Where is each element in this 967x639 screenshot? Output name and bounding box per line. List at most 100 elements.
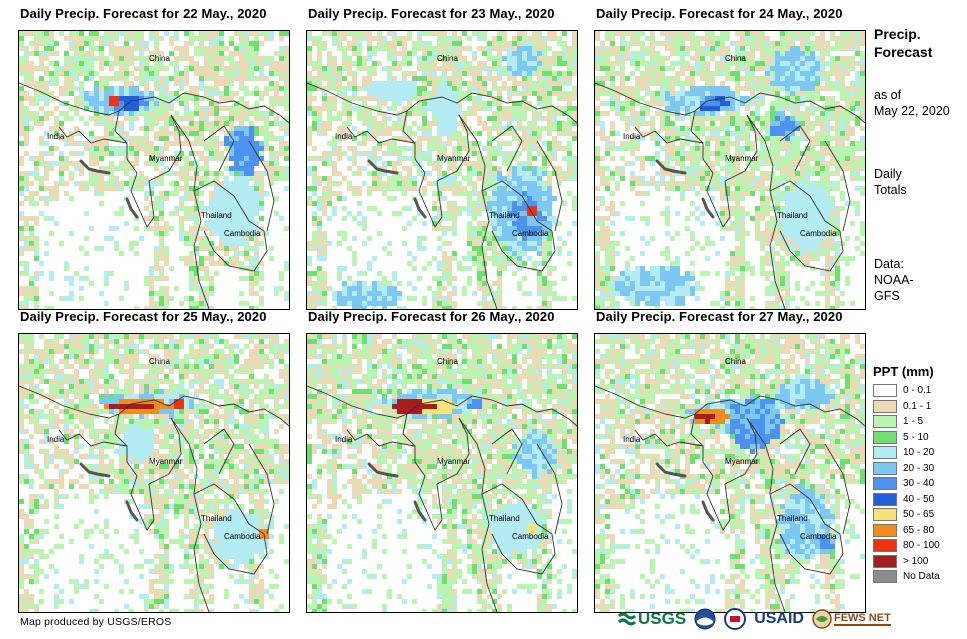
border-line bbox=[346, 126, 416, 144]
legend-label: 65 - 80 bbox=[903, 524, 935, 536]
legend-item: 50 - 65 bbox=[873, 507, 963, 523]
legend-item: 0 - 0.1 bbox=[873, 383, 963, 399]
map-title: Daily Precip. Forecast for 23 May., 2020 bbox=[308, 6, 555, 21]
precip-field: China India Myanmar Thailand Cambodia bbox=[595, 334, 865, 612]
legend-label: 0.1 - 1 bbox=[903, 400, 932, 412]
precip-field: China India Myanmar Thailand Cambodia bbox=[307, 334, 577, 612]
place-label-thailand: Thailand bbox=[777, 514, 808, 523]
border-line bbox=[779, 125, 811, 172]
legend-swatch bbox=[873, 430, 897, 444]
country-borders bbox=[595, 385, 865, 612]
border-line bbox=[458, 417, 498, 612]
place-label-india: India bbox=[47, 132, 65, 141]
usgs-logo: USGS bbox=[618, 609, 686, 629]
map-title: Daily Precip. Forecast for 25 May., 2020 bbox=[20, 309, 267, 324]
border-line bbox=[634, 126, 704, 144]
place-label-myanmar: Myanmar bbox=[437, 154, 471, 163]
border-line bbox=[58, 429, 128, 447]
precip-field: China India Myanmar Thailand Cambodia bbox=[595, 31, 865, 309]
legend-swatch bbox=[873, 384, 897, 398]
precip-grid bbox=[19, 334, 289, 612]
coastline bbox=[655, 462, 715, 522]
as-of-date: May 22, 2020 bbox=[874, 104, 950, 118]
legend-item: 40 - 50 bbox=[873, 492, 963, 508]
daily-totals-info: Daily Totals bbox=[874, 166, 907, 198]
legend-label: 5 - 10 bbox=[903, 431, 929, 443]
border-line bbox=[170, 114, 210, 309]
place-label-cambodia: Cambodia bbox=[224, 229, 261, 238]
map-title: Daily Precip. Forecast for 22 May., 2020 bbox=[20, 6, 267, 21]
usgs-wave-icon bbox=[618, 612, 637, 626]
border-line bbox=[19, 385, 289, 427]
totals-label: Totals bbox=[874, 183, 907, 197]
legend-label: 40 - 50 bbox=[903, 493, 935, 505]
border-line bbox=[114, 413, 155, 531]
border-line bbox=[402, 413, 443, 531]
fewsnet-logo: FEWS NET bbox=[812, 609, 891, 629]
coastline bbox=[367, 159, 427, 219]
border-line bbox=[148, 417, 182, 485]
border-line bbox=[148, 114, 182, 182]
border-line bbox=[481, 180, 556, 272]
map-credit: Map produced by USGS/EROS bbox=[20, 616, 172, 628]
border-line bbox=[595, 82, 865, 124]
usaid-seal-icon bbox=[724, 608, 747, 630]
border-line bbox=[19, 82, 289, 124]
legend-item: 65 - 80 bbox=[873, 523, 963, 539]
noaa-logo-icon bbox=[694, 608, 716, 630]
logo-strip: USGS USAID FEWS NET bbox=[618, 605, 891, 633]
border-line bbox=[346, 429, 416, 447]
legend-label: 20 - 30 bbox=[903, 462, 935, 474]
legend-item: 0.1 - 1 bbox=[873, 399, 963, 415]
border-line bbox=[436, 114, 470, 182]
precip-grid bbox=[595, 31, 865, 309]
usaid-logo-text: USAID bbox=[754, 610, 804, 627]
precip-grid bbox=[307, 31, 577, 309]
legend-item: 30 - 40 bbox=[873, 476, 963, 492]
legend-swatch bbox=[873, 539, 897, 553]
border-line bbox=[248, 140, 275, 232]
place-label-china: China bbox=[437, 357, 458, 366]
precip-field: China India Myanmar Thailand Cambodia bbox=[307, 31, 577, 309]
border-line bbox=[114, 110, 155, 228]
legend-label: 1 - 5 bbox=[903, 416, 924, 428]
data-label: Data: bbox=[874, 257, 904, 271]
usgs-logo-text: USGS bbox=[638, 609, 687, 628]
border-line bbox=[690, 110, 731, 228]
as-of-info: as of May 22, 2020 bbox=[874, 87, 950, 119]
border-line bbox=[458, 114, 498, 309]
legend-title: PPT (mm) bbox=[873, 364, 934, 379]
side-title-line1: Precip. bbox=[874, 26, 921, 42]
border-line bbox=[481, 483, 556, 575]
legend-item: 80 - 100 bbox=[873, 538, 963, 554]
data-source-info: Data: NOAA- GFS bbox=[874, 256, 914, 304]
border-line bbox=[203, 428, 235, 475]
precip-map: China India Myanmar Thailand Cambodia bbox=[18, 333, 290, 613]
fewsnet-logo-text: FEWS NET bbox=[833, 612, 891, 626]
border-line bbox=[536, 443, 563, 535]
daily-label: Daily bbox=[874, 167, 902, 181]
place-label-cambodia: Cambodia bbox=[800, 532, 837, 541]
legend-swatch bbox=[873, 570, 897, 584]
legend-item: No Data bbox=[873, 569, 963, 585]
place-label-china: China bbox=[149, 54, 170, 63]
coastline bbox=[367, 462, 427, 522]
legend-swatch bbox=[873, 461, 897, 475]
legend-swatch bbox=[873, 415, 897, 429]
legend-label: > 100 bbox=[903, 555, 929, 567]
legend-swatch bbox=[873, 477, 897, 491]
border-line bbox=[746, 417, 786, 612]
border-line bbox=[724, 417, 758, 485]
country-borders bbox=[19, 82, 289, 309]
precip-field: China India Myanmar Thailand Cambodia bbox=[19, 334, 289, 612]
border-line bbox=[690, 413, 731, 531]
country-borders bbox=[595, 82, 865, 309]
place-label-thailand: Thailand bbox=[489, 514, 520, 523]
place-label-myanmar: Myanmar bbox=[437, 457, 471, 466]
place-label-india: India bbox=[623, 435, 641, 444]
place-label-china: China bbox=[149, 357, 170, 366]
border-line bbox=[491, 428, 523, 475]
precip-legend: PPT (mm) 0 - 0.1 0.1 - 1 1 - 5 5 - 10 10 - 2… bbox=[873, 364, 963, 585]
legend-item: 20 - 30 bbox=[873, 461, 963, 477]
border-line bbox=[536, 140, 563, 232]
